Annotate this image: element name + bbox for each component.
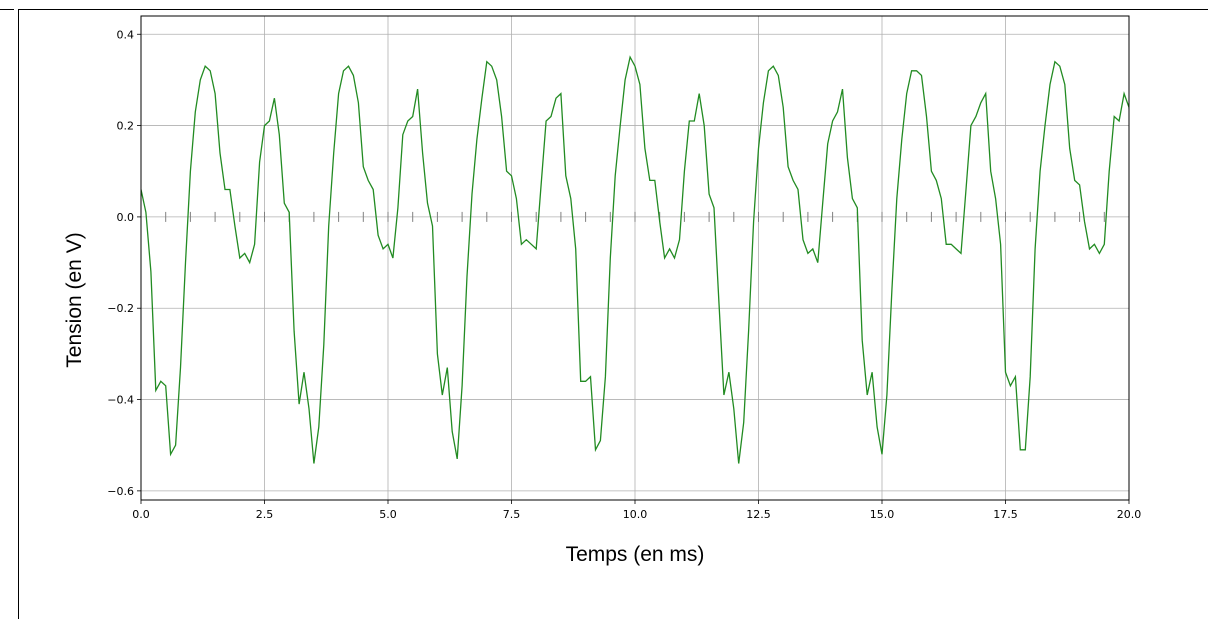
- x-tick-label: 0.0: [132, 508, 150, 521]
- y-axis-title: Tension (en V): [63, 232, 86, 367]
- x-tick-label: 5.0: [379, 508, 397, 521]
- x-tick-label: 2.5: [256, 508, 274, 521]
- x-tick-label: 15.0: [870, 508, 895, 521]
- series-line: [141, 55, 1129, 464]
- x-tick-label: 20.0: [1117, 508, 1142, 521]
- x-tick-label: 10.0: [623, 508, 648, 521]
- y-tick-label: −0.6: [107, 485, 134, 498]
- grid: [140, 16, 1130, 500]
- plot-area: [141, 55, 1129, 464]
- y-tick-label: 0.2: [117, 120, 135, 133]
- x-tick-label: 17.5: [993, 508, 1018, 521]
- y-tick-label: −0.2: [107, 302, 134, 315]
- y-tick-label: −0.4: [107, 394, 134, 407]
- y-tick-label: 0.0: [117, 211, 135, 224]
- x-tick-label: 12.5: [746, 508, 771, 521]
- ticks: 0.0 2.5 5.0 7.5 10.0 12.5 15.0 17.5 20.0 −0.6 −0.4…: [107, 28, 1141, 521]
- x-axis-title: Temps (en ms): [566, 543, 705, 566]
- x-tick-label: 7.5: [503, 508, 521, 521]
- y-tick-label: 0.4: [117, 28, 135, 41]
